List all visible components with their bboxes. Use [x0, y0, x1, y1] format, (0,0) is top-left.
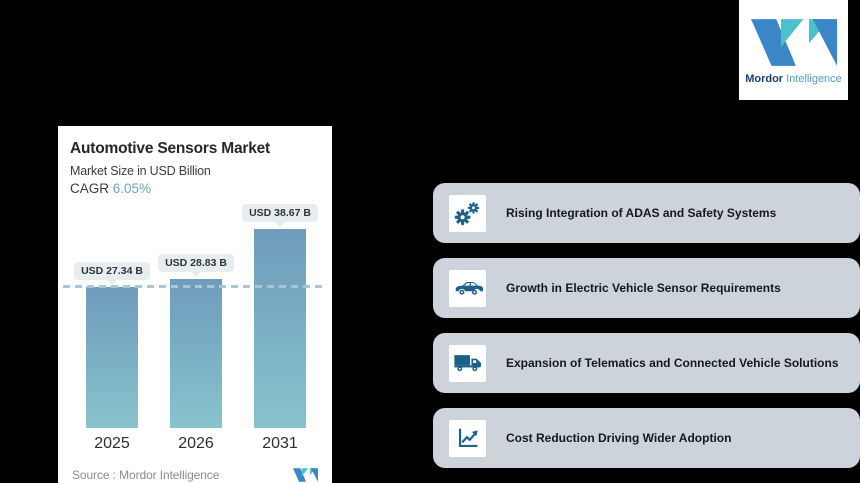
bar-column-2031: USD 38.67 B — [238, 204, 322, 428]
brand-name-bold: Mordor — [745, 73, 784, 85]
source-text: Source : Mordor Intelligence — [72, 468, 219, 482]
chart-subtitle: Market Size in USD Billion — [70, 164, 211, 178]
gears-icon — [454, 201, 480, 225]
x-tick-label: 2031 — [262, 435, 298, 452]
source-row: Source : Mordor Intelligence — [70, 468, 322, 482]
line-chart-icon — [458, 428, 478, 448]
driver-label: Expansion of Telematics and Connected Ve… — [506, 356, 839, 370]
source-label: Source : — [72, 468, 116, 482]
driver-item-cost: Cost Reduction Driving Wider Adoption — [433, 408, 860, 468]
driver-icon-box — [449, 344, 486, 382]
brand-name-light: Intelligence — [786, 73, 842, 85]
x-axis-labels: 2025 2026 2031 — [70, 435, 322, 453]
truck-icon — [453, 355, 481, 372]
cagr-value: 6.05% — [112, 181, 152, 196]
bar-column-2026: USD 28.83 B — [154, 204, 238, 428]
bar-value-label: USD 27.34 B — [74, 262, 150, 280]
bar — [170, 279, 222, 428]
bar — [86, 287, 138, 428]
car-icon — [455, 281, 483, 295]
chart-title: Automotive Sensors Market — [70, 140, 270, 157]
x-tick-label: 2026 — [178, 435, 214, 452]
cagr-row: CAGR 6.05% — [70, 181, 322, 196]
driver-icon-box — [449, 194, 486, 232]
driver-item-telematics: Expansion of Telematics and Connected Ve… — [433, 333, 860, 393]
mordor-logo-icon — [750, 19, 837, 66]
source-value: Mordor Intelligence — [119, 468, 220, 482]
market-drivers-list: Rising Integration of ADAS and Safety Sy… — [433, 183, 860, 483]
market-chart-card: Automotive Sensors Market Market Size in… — [58, 126, 332, 483]
driver-icon-box — [449, 419, 486, 457]
driver-label: Rising Integration of ADAS and Safety Sy… — [506, 206, 777, 220]
bar-chart: USD 27.34 B USD 28.83 B USD 38.67 B — [63, 204, 327, 428]
reference-line — [63, 285, 327, 288]
driver-label: Growth in Electric Vehicle Sensor Requir… — [506, 281, 781, 295]
mordor-logo-mini-icon — [293, 468, 318, 482]
bar-value-label: USD 38.67 B — [242, 204, 318, 222]
driver-icon-box — [449, 269, 486, 307]
bar-value-label: USD 28.83 B — [158, 254, 234, 272]
driver-item-adas: Rising Integration of ADAS and Safety Sy… — [433, 183, 860, 243]
cagr-label: CAGR — [70, 181, 110, 196]
bar — [254, 229, 306, 428]
brand-logo-card: Mordor Intelligence — [739, 0, 848, 100]
driver-label: Cost Reduction Driving Wider Adoption — [506, 431, 732, 445]
driver-item-ev: Growth in Electric Vehicle Sensor Requir… — [433, 258, 860, 318]
x-tick-label: 2025 — [94, 435, 130, 452]
bar-column-2025: USD 27.34 B — [70, 204, 154, 428]
brand-name: Mordor Intelligence — [745, 73, 842, 85]
